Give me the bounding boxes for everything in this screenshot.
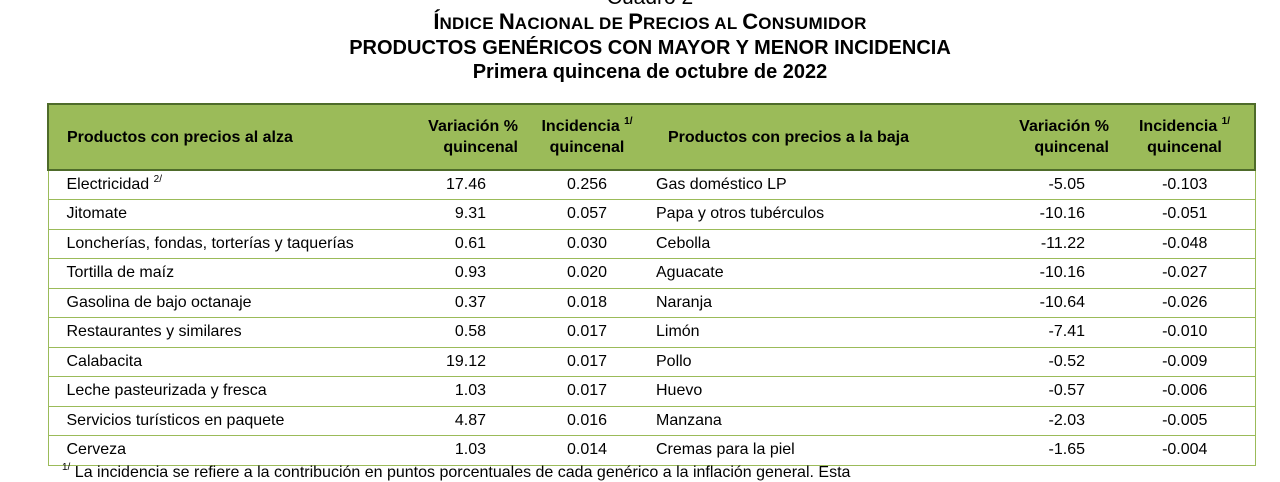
product-up: Loncherías, fondas, torterías y taquería… (47, 229, 402, 259)
incidence-up: 0.256 (524, 170, 650, 200)
incidence-up: 0.057 (524, 199, 650, 230)
variation-up: 4.87 (402, 406, 524, 436)
product-down: Manzana (650, 406, 990, 436)
table-row: Loncherías, fondas, torterías y taquería… (47, 229, 1256, 259)
product-up: Cerveza (47, 435, 402, 466)
header-products-up: Productos con precios al alza (47, 103, 402, 171)
incidence-down: -0.103 (1115, 170, 1256, 200)
table-row: Restaurantes y similares 0.58 0.017 Limó… (47, 317, 1256, 348)
incidence-up: 0.018 (524, 288, 650, 318)
product-down: Huevo (650, 376, 990, 407)
product-down: Papa y otros tubérculos (650, 199, 990, 230)
table-row: Gasolina de bajo octanaje 0.37 0.018 Nar… (47, 288, 1256, 318)
incidence-up: 0.017 (524, 347, 650, 377)
table-row: Jitomate 9.31 0.057 Papa y otros tubércu… (47, 199, 1256, 230)
product-down: Aguacate (650, 258, 990, 289)
variation-up: 19.12 (402, 347, 524, 377)
variation-down: -0.57 (990, 376, 1115, 407)
incidence-down: -0.048 (1115, 229, 1256, 259)
table-row: Cerveza 1.03 0.014 Cremas para la piel -… (47, 435, 1256, 466)
product-up: Calabacita (47, 347, 402, 377)
product-up: Servicios turísticos en paquete (47, 406, 402, 436)
variation-up: 1.03 (402, 376, 524, 407)
variation-down: -11.22 (990, 229, 1115, 259)
header-products-down: Productos con precios a la baja (650, 103, 990, 171)
header-row: Productos con precios al alza Variación … (47, 103, 1256, 171)
table-row: Servicios turísticos en paquete 4.87 0.0… (47, 406, 1256, 436)
product-up: Electricidad 2/ (47, 170, 402, 200)
variation-up: 0.61 (402, 229, 524, 259)
variation-up: 0.58 (402, 317, 524, 348)
variation-down: -10.64 (990, 288, 1115, 318)
variation-up: 17.46 (402, 170, 524, 200)
table-number: Cuadro 2 (0, 0, 1280, 10)
incidence-up: 0.016 (524, 406, 650, 436)
variation-down: -2.03 (990, 406, 1115, 436)
product-up: Tortilla de maíz (47, 258, 402, 289)
variation-up: 0.37 (402, 288, 524, 318)
table-body: Electricidad 2/ 17.46 0.256 Gas doméstic… (47, 170, 1256, 466)
table-title: ÍNDICE NACIONAL DE PRECIOS AL CONSUMIDOR (433, 9, 867, 34)
table-row: Calabacita 19.12 0.017 Pollo -0.52 -0.00… (47, 347, 1256, 377)
incidence-down: -0.051 (1115, 199, 1256, 230)
product-down: Naranja (650, 288, 990, 318)
header-variation-down: Variación % quincenal (990, 103, 1115, 171)
title-block: Cuadro 2 ÍNDICE NACIONAL DE PRECIOS AL C… (0, 0, 1280, 84)
incidence-down: -0.005 (1115, 406, 1256, 436)
incidence-down: -0.004 (1115, 435, 1256, 466)
incidence-down: -0.006 (1115, 376, 1256, 407)
product-up: Leche pasteurizada y fresca (47, 376, 402, 407)
incidence-down: -0.026 (1115, 288, 1256, 318)
variation-down: -5.05 (990, 170, 1115, 200)
incidence-up: 0.017 (524, 376, 650, 407)
product-down: Cremas para la piel (650, 435, 990, 466)
variation-down: -10.16 (990, 258, 1115, 289)
product-down: Pollo (650, 347, 990, 377)
variation-up: 9.31 (402, 199, 524, 230)
table-row: Electricidad 2/ 17.46 0.256 Gas doméstic… (47, 170, 1256, 200)
table-subtitle: PRODUCTOS GENÉRICOS CON MAYOR Y MENOR IN… (349, 37, 951, 59)
product-up: Restaurantes y similares (47, 317, 402, 348)
variation-down: -10.16 (990, 199, 1115, 230)
variation-down: -7.41 (990, 317, 1115, 348)
incidence-up: 0.017 (524, 317, 650, 348)
product-up: Gasolina de bajo octanaje (47, 288, 402, 318)
incidence-up: 0.014 (524, 435, 650, 466)
header-incidence-up: Incidencia 1/ quincenal (524, 103, 650, 171)
variation-up: 1.03 (402, 435, 524, 466)
header-incidence-down: Incidencia 1/ quincenal (1115, 103, 1256, 171)
product-up: Jitomate (47, 199, 402, 230)
incidence-down: -0.009 (1115, 347, 1256, 377)
variation-down: -0.52 (990, 347, 1115, 377)
table-row: Leche pasteurizada y fresca 1.03 0.017 H… (47, 376, 1256, 407)
incidence-table: Productos con precios al alza Variación … (47, 103, 1256, 466)
header-variation-up: Variación % quincenal (402, 103, 524, 171)
incidence-down: -0.027 (1115, 258, 1256, 289)
incidence-up: 0.020 (524, 258, 650, 289)
incidence-up: 0.030 (524, 229, 650, 259)
variation-up: 0.93 (402, 258, 524, 289)
table-row: Tortilla de maíz 0.93 0.020 Aguacate -10… (47, 258, 1256, 289)
footnote: 1/ La incidencia se refiere a la contrib… (62, 462, 851, 482)
product-down: Cebolla (650, 229, 990, 259)
table-period: Primera quincena de octubre de 2022 (472, 61, 828, 83)
product-down: Limón (650, 317, 990, 348)
variation-down: -1.65 (990, 435, 1115, 466)
product-down: Gas doméstico LP (650, 170, 990, 200)
incidence-down: -0.010 (1115, 317, 1256, 348)
